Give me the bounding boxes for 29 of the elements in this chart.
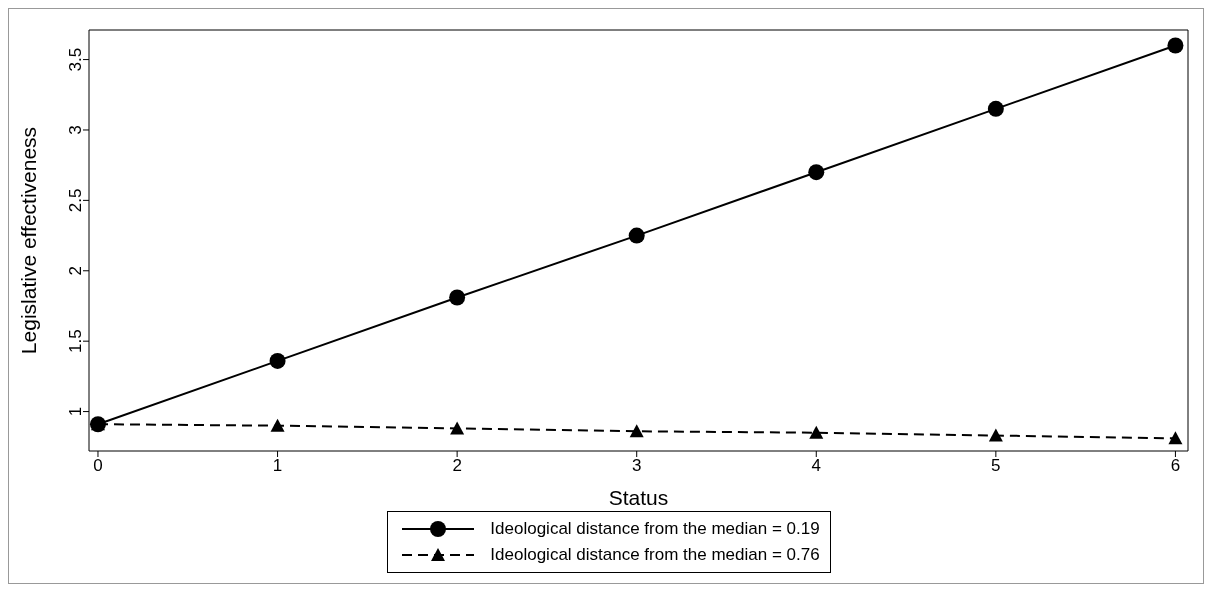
x-tick-label: 6 bbox=[1170, 456, 1181, 476]
point bbox=[1167, 37, 1184, 54]
point bbox=[987, 100, 1004, 117]
point bbox=[449, 289, 466, 306]
x-tick-label: 5 bbox=[991, 456, 1001, 476]
y-axis-title: Legislative effectiveness bbox=[17, 126, 41, 355]
legend-label: Ideological distance from the median = 0.19 bbox=[490, 519, 820, 539]
point bbox=[270, 418, 285, 432]
x-tick-label: 0 bbox=[93, 456, 103, 476]
point bbox=[629, 424, 644, 438]
y-tick-label: 3 bbox=[66, 125, 86, 135]
point bbox=[628, 227, 645, 244]
point bbox=[269, 352, 286, 369]
point bbox=[450, 421, 465, 435]
x-tick-label: 1 bbox=[272, 456, 283, 476]
y-tick-label: 3.5 bbox=[66, 47, 86, 72]
y-tick-label: 2.5 bbox=[66, 188, 86, 213]
point bbox=[988, 428, 1003, 442]
y-tick-label: 1 bbox=[66, 406, 86, 417]
point bbox=[809, 425, 824, 439]
x-axis-title: Status bbox=[608, 486, 669, 509]
legend-label: Ideological distance from the median = 0.76 bbox=[490, 545, 820, 565]
point bbox=[808, 164, 825, 181]
y-tick-label: 1.5 bbox=[66, 329, 86, 353]
x-tick-label: 2 bbox=[452, 456, 462, 476]
point bbox=[1168, 431, 1183, 445]
y-tick-label: 2 bbox=[66, 266, 86, 276]
x-tick-label: 4 bbox=[811, 456, 822, 476]
x-tick-label: 3 bbox=[631, 456, 642, 476]
